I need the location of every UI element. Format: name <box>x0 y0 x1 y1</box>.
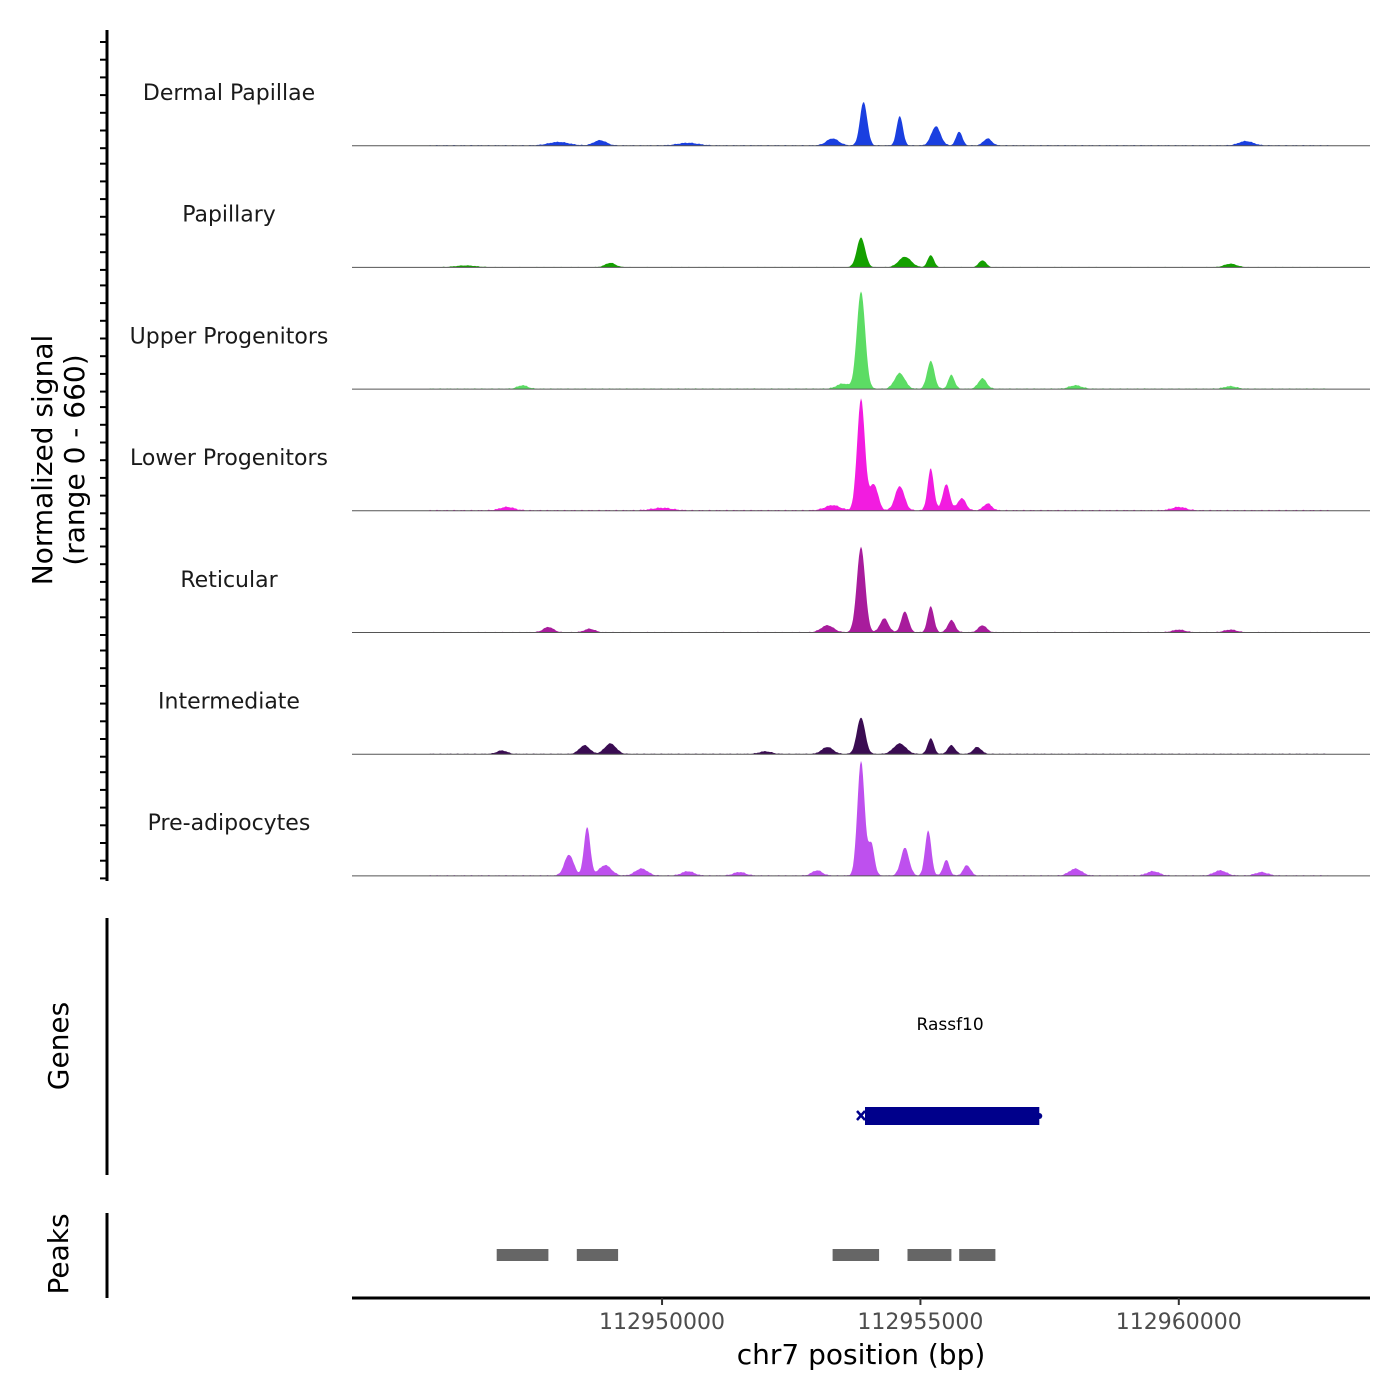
coverage-area <box>352 102 1370 146</box>
peaks-panel: Peaks <box>42 1213 996 1298</box>
coverage-area <box>352 760 1370 876</box>
gene-end-mark <box>1036 1113 1043 1119</box>
coverage-area <box>352 398 1370 511</box>
x-tick-label: 112960000 <box>1116 1310 1242 1335</box>
x-axis: 112950000 112955000 112960000 <box>352 1296 1370 1335</box>
peak-region-3 <box>832 1249 880 1261</box>
track-pre-adipocytes: Pre-adipocytes <box>148 760 1370 877</box>
x-tick-label: 112950000 <box>599 1310 725 1335</box>
peak-region-5 <box>959 1249 996 1261</box>
gene-body <box>865 1107 1040 1125</box>
track-label: Pre-adipocytes <box>148 811 311 836</box>
track-label: Dermal Papillae <box>143 81 315 106</box>
track-upper-progenitors: Upper Progenitors <box>130 291 1370 390</box>
y-axis-title: Normalized signal <box>26 335 59 586</box>
track-label: Intermediate <box>158 690 300 715</box>
peak-region-4 <box>907 1249 952 1261</box>
track-papillary: Papillary <box>182 203 1370 268</box>
y-axis-title-range: (range 0 - 660) <box>58 354 91 565</box>
peaks-title: Peaks <box>42 1213 75 1294</box>
track-label: Reticular <box>180 568 278 593</box>
genes-title: Genes <box>42 1002 75 1090</box>
track-label: Lower Progenitors <box>130 446 328 471</box>
track-label: Papillary <box>182 203 276 228</box>
track-dermal-papillae: Dermal Papillae <box>143 81 1370 147</box>
coverage-area <box>352 291 1370 390</box>
gene-rassf10: Rassf10 <box>856 1015 1043 1125</box>
coverage-area <box>352 546 1370 633</box>
track-label: Upper Progenitors <box>130 324 329 349</box>
coverage-area <box>352 717 1370 755</box>
signal-y-axis <box>100 30 109 881</box>
gene-strand-mark <box>856 1110 866 1121</box>
coverage-tracks: Dermal Papillae Papillary Upper Progenitor… <box>130 81 1370 877</box>
gene-label: Rassf10 <box>917 1015 984 1035</box>
peak-region-2 <box>576 1249 619 1261</box>
track-intermediate: Intermediate <box>158 690 1370 755</box>
x-axis-title: chr7 position (bp) <box>737 1338 986 1371</box>
coverage-area <box>352 237 1370 268</box>
track-lower-progenitors: Lower Progenitors <box>130 398 1370 512</box>
x-tick-label: 112955000 <box>857 1310 983 1335</box>
peak-region-1 <box>496 1249 549 1261</box>
genes-panel: Genes Rassf10 <box>42 918 1043 1175</box>
track-reticular: Reticular <box>180 546 1370 633</box>
